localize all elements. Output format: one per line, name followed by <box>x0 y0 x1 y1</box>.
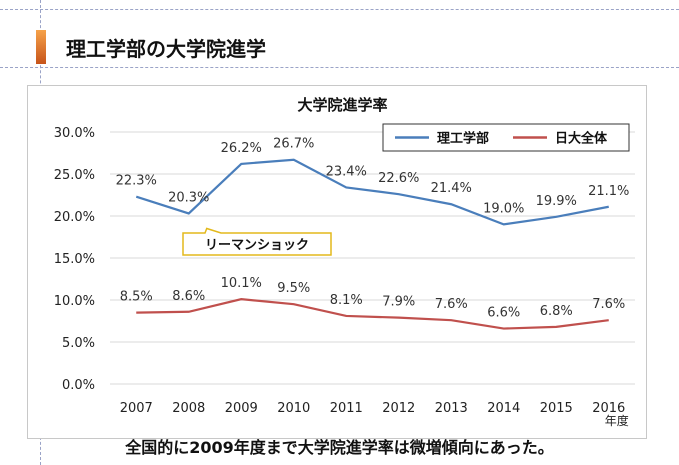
legend-label: 理工学部 <box>437 131 489 147</box>
chart-title: 大学院進学率 <box>297 96 387 114</box>
data-label: 8.6% <box>172 289 205 304</box>
callout-box <box>182 227 332 256</box>
header-dashed-guide <box>0 67 679 68</box>
x-tick-label: 2010 <box>277 401 310 416</box>
x-tick-label: 2016 <box>592 401 625 416</box>
data-label: 26.2% <box>221 141 262 156</box>
x-tick-label: 2015 <box>540 401 573 416</box>
legend-label: 日大全体 <box>555 131 608 147</box>
x-axis-unit-label: 年度 <box>605 413 629 428</box>
data-label: 7.6% <box>592 297 625 312</box>
data-label: 6.8% <box>540 304 573 319</box>
x-tick-label: 2008 <box>172 401 205 416</box>
y-tick-label: 20.0% <box>54 210 95 225</box>
data-label: 22.3% <box>116 174 157 189</box>
data-label: 10.1% <box>221 276 262 291</box>
x-tick-label: 2009 <box>225 401 258 416</box>
chart-caption: 全国的に2009年度まで大学院進学率は微増傾向にあった。 <box>125 438 554 457</box>
x-tick-label: 2014 <box>487 401 520 416</box>
y-tick-label: 30.0% <box>54 126 95 141</box>
callout-label: リーマンショック <box>205 238 309 253</box>
data-label: 7.9% <box>382 295 415 310</box>
page-title: 理工学部の大学院進学 <box>66 37 266 61</box>
x-tick-label: 2012 <box>382 401 415 416</box>
data-label: 19.9% <box>536 194 577 209</box>
y-tick-label: 5.0% <box>62 336 95 351</box>
title-accent-bar <box>36 30 46 64</box>
x-tick-label: 2013 <box>435 401 468 416</box>
data-label: 8.5% <box>120 290 153 305</box>
data-label: 21.1% <box>588 184 629 199</box>
data-label: 20.3% <box>168 190 209 205</box>
top-dashed-guide <box>0 9 679 10</box>
y-tick-label: 10.0% <box>54 294 95 309</box>
data-label: 6.6% <box>487 306 520 321</box>
data-label: 8.1% <box>330 293 363 308</box>
x-tick-label: 2007 <box>120 401 153 416</box>
data-label: 22.6% <box>378 171 419 186</box>
data-label: 19.0% <box>483 201 524 216</box>
data-label: 9.5% <box>277 281 310 296</box>
y-tick-label: 0.0% <box>62 378 95 393</box>
data-label: 7.6% <box>435 297 468 312</box>
x-tick-label: 2011 <box>330 401 363 416</box>
y-tick-label: 25.0% <box>54 168 95 183</box>
series-line-2 <box>136 298 609 330</box>
data-label: 26.7% <box>273 137 314 152</box>
y-tick-label: 15.0% <box>54 252 95 267</box>
data-label: 21.4% <box>431 181 472 196</box>
series-line-1 <box>135 158 609 226</box>
data-label: 23.4% <box>326 164 367 179</box>
